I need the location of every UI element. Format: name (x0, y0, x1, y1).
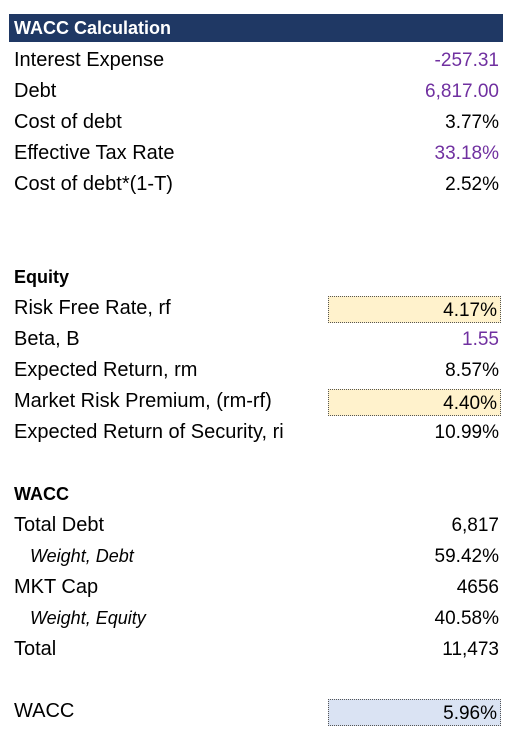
expected-return-of-security-label: Expected Return of Security, ri (14, 421, 284, 443)
row-total-debt[interactable]: Total Debt 6,817 (9, 510, 503, 541)
after-tax-cost-of-debt-value[interactable]: 2.52% (445, 174, 499, 195)
wacc-section-heading: WACC (9, 479, 503, 510)
row-market-risk-premium[interactable]: Market Risk Premium, (rm-rf) 4.40% (9, 386, 503, 417)
mkt-cap-label: MKT Cap (14, 576, 99, 598)
risk-free-rate-input-cell[interactable]: 4.17% (328, 296, 501, 323)
wacc-section-title: WACC (14, 484, 69, 504)
effective-tax-rate-label: Effective Tax Rate (14, 142, 175, 164)
after-tax-cost-of-debt-label: Cost of debt*(1-T) (14, 173, 173, 195)
row-cost-of-debt[interactable]: Cost of debt 3.77% (9, 107, 503, 138)
wacc-calculation-title: WACC Calculation (14, 18, 172, 38)
market-risk-premium-label: Market Risk Premium, (rm-rf) (14, 390, 272, 412)
weight-debt-label: Weight, Debt (30, 546, 134, 566)
weight-equity-value[interactable]: 40.58% (434, 608, 499, 629)
expected-return-label: Expected Return, rm (14, 359, 198, 381)
cost-of-debt-value[interactable]: 3.77% (445, 112, 499, 133)
row-mkt-cap[interactable]: MKT Cap 4656 (9, 572, 503, 603)
effective-tax-rate-value[interactable]: 33.18% (434, 143, 499, 164)
equity-title: Equity (14, 267, 70, 287)
debt-label: Debt (14, 80, 57, 102)
wacc-result-label: WACC (14, 700, 75, 722)
cost-of-debt-label: Cost of debt (14, 111, 122, 133)
mkt-cap-value[interactable]: 4656 (456, 577, 499, 598)
beta-value[interactable]: 1.55 (462, 329, 499, 350)
row-weight-equity[interactable]: Weight, Equity 40.58% (9, 603, 503, 634)
weight-debt-value[interactable]: 59.42% (434, 546, 499, 567)
row-beta[interactable]: Beta, B 1.55 (9, 324, 503, 355)
row-expected-return[interactable]: Expected Return, rm 8.57% (9, 355, 503, 386)
wacc-result-value[interactable]: 5.96% (443, 703, 497, 724)
total-debt-label: Total Debt (14, 514, 105, 536)
interest-expense-value[interactable]: -257.31 (434, 50, 499, 71)
row-interest-expense[interactable]: Interest Expense -257.31 (9, 45, 503, 76)
expected-return-of-security-value[interactable]: 10.99% (434, 422, 499, 443)
row-debt[interactable]: Debt 6,817.00 (9, 76, 503, 107)
row-wacc-result[interactable]: WACC 5.96% (9, 696, 503, 727)
total-label: Total (14, 638, 57, 660)
equity-section-heading: Equity (9, 262, 503, 293)
risk-free-rate-value[interactable]: 4.17% (443, 300, 497, 321)
debt-value[interactable]: 6,817.00 (425, 81, 499, 102)
weight-equity-label: Weight, Equity (30, 608, 146, 628)
row-expected-return-of-security[interactable]: Expected Return of Security, ri 10.99% (9, 417, 503, 448)
wacc-result-cell[interactable]: 5.96% (328, 699, 501, 726)
expected-return-value[interactable]: 8.57% (445, 360, 499, 381)
total-debt-value[interactable]: 6,817 (451, 515, 499, 536)
market-risk-premium-input-cell[interactable]: 4.40% (328, 389, 501, 416)
row-weight-debt[interactable]: Weight, Debt 59.42% (9, 541, 503, 572)
risk-free-rate-label: Risk Free Rate, rf (14, 297, 171, 319)
beta-label: Beta, B (14, 328, 80, 350)
market-risk-premium-value[interactable]: 4.40% (443, 393, 497, 414)
row-after-tax-cost-of-debt[interactable]: Cost of debt*(1-T) 2.52% (9, 169, 503, 200)
interest-expense-label: Interest Expense (14, 49, 165, 71)
wacc-calculation-header: WACC Calculation (9, 14, 503, 42)
row-effective-tax-rate[interactable]: Effective Tax Rate 33.18% (9, 138, 503, 169)
total-value[interactable]: 11,473 (442, 639, 499, 660)
row-total[interactable]: Total 11,473 (9, 634, 503, 665)
row-risk-free-rate[interactable]: Risk Free Rate, rf 4.17% (9, 293, 503, 324)
